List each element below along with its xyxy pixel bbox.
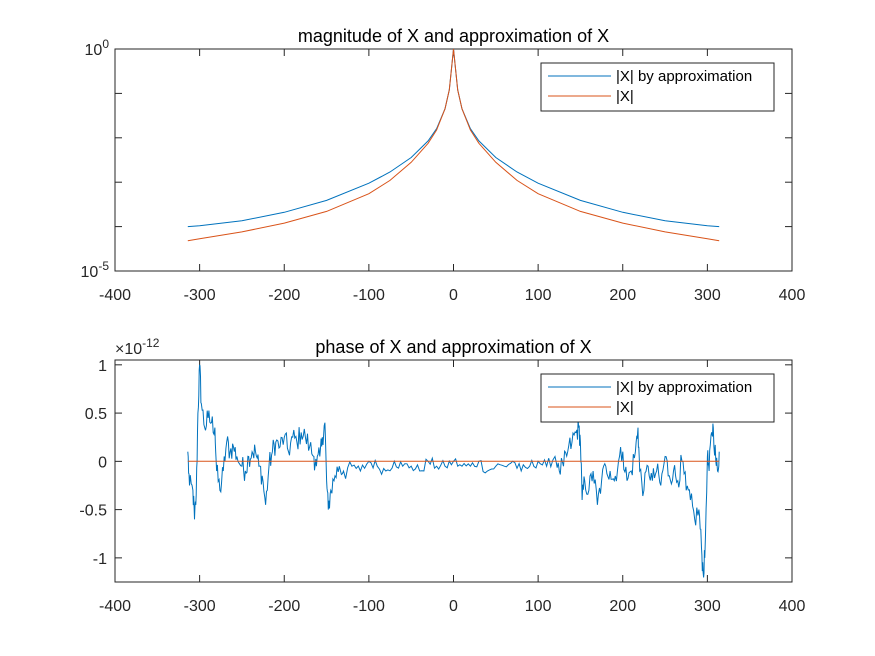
x-tick-label: 200: [609, 287, 636, 304]
y-tick-label: -1: [93, 551, 107, 568]
y-tick-label: -0.5: [79, 503, 107, 520]
y-tick-label: 100: [85, 37, 110, 59]
x-tick-label: 0: [449, 287, 458, 304]
y-tick-label: 0.5: [85, 406, 107, 423]
chart-2: -400 -300 -200 -100 0 100 200 300 400 -1 -0.5 0 0.5 1…: [79, 336, 805, 615]
y-tick-label: 10-5: [81, 259, 110, 281]
legend-box: [540, 373, 775, 423]
x-tick-label: -300: [184, 598, 216, 615]
legend-label-2: |X|: [616, 88, 634, 105]
legend: |X| by approximation |X|: [540, 62, 775, 112]
y-multiplier-base: ×10: [115, 341, 142, 358]
x-tick-label: -100: [353, 287, 385, 304]
chart-title: phase of X and approximation of X: [315, 337, 591, 357]
y-tick-label: 0: [98, 454, 107, 471]
y-tick-base: 10: [85, 42, 103, 59]
series-line-1: [187, 364, 720, 578]
x-tick-label: 300: [694, 287, 721, 304]
x-tick-label: -200: [268, 598, 300, 615]
x-tick-label: 100: [525, 598, 552, 615]
x-tick-label: 100: [525, 287, 552, 304]
x-tick-label: -300: [184, 287, 216, 304]
legend: |X| by approximation |X|: [540, 373, 775, 423]
x-tick-label: 0: [449, 598, 458, 615]
x-tick-label: 400: [779, 287, 806, 304]
chart-title: magnitude of X and approximation of X: [298, 26, 609, 46]
x-tick-label: 300: [694, 598, 721, 615]
legend-label-1: |X| by approximation: [616, 68, 752, 85]
x-tick-label: 200: [609, 598, 636, 615]
x-tick-label: -200: [268, 287, 300, 304]
y-tick-exponent: 0: [102, 37, 109, 51]
y-multiplier-exponent: -12: [142, 336, 160, 350]
y-tick-exponent: -5: [98, 259, 109, 273]
series-line-1: [187, 49, 720, 228]
x-tick-label: -400: [99, 598, 131, 615]
x-tick-label: -400: [99, 287, 131, 304]
y-multiplier: ×10-12: [115, 336, 160, 358]
x-tick-label: 400: [779, 598, 806, 615]
legend-label-1: |X| by approximation: [616, 379, 752, 396]
legend-label-2: |X|: [616, 399, 634, 416]
x-tick-label: -100: [353, 598, 385, 615]
y-tick-base: 10: [81, 264, 99, 281]
series-line-2: [187, 49, 720, 242]
y-tick-label: 1: [98, 358, 107, 375]
legend-box: [540, 62, 775, 112]
